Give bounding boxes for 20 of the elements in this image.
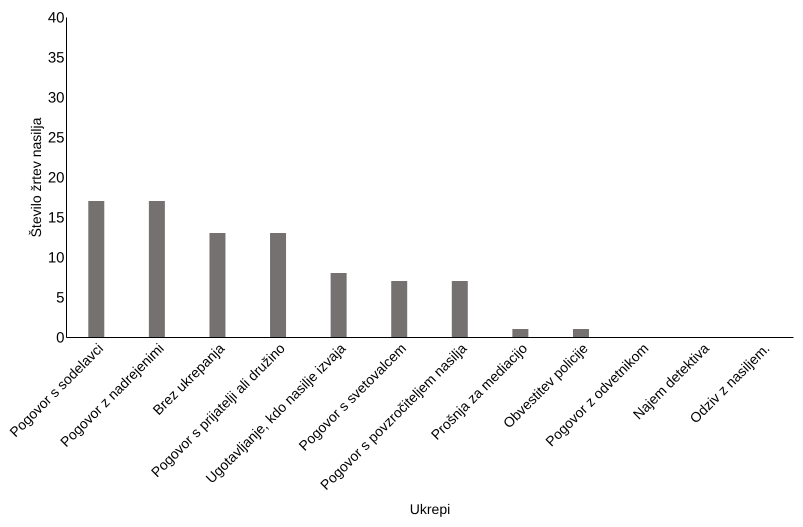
y-tick-label: 15	[48, 210, 64, 226]
y-tick-label: 20	[48, 170, 64, 186]
y-tick-label: 0	[56, 330, 64, 346]
y-tick-label: 5	[56, 290, 64, 306]
bar	[391, 281, 408, 337]
bar	[452, 281, 468, 337]
y-axis-title: Število žrtev nasilja	[28, 117, 44, 238]
y-tick-label: 35	[48, 50, 64, 66]
y-tick-label: 30	[48, 90, 64, 106]
bar	[270, 233, 286, 337]
bar	[330, 273, 347, 337]
x-axis-title: Ukrepi	[410, 500, 450, 517]
bar	[512, 329, 528, 337]
y-tick-label: 10	[48, 250, 64, 266]
y-tick-label: 25	[48, 130, 64, 146]
bar	[148, 201, 165, 337]
bar	[572, 329, 589, 337]
bar	[88, 201, 104, 337]
bar	[209, 233, 226, 337]
y-tick-label: 40	[48, 10, 64, 26]
